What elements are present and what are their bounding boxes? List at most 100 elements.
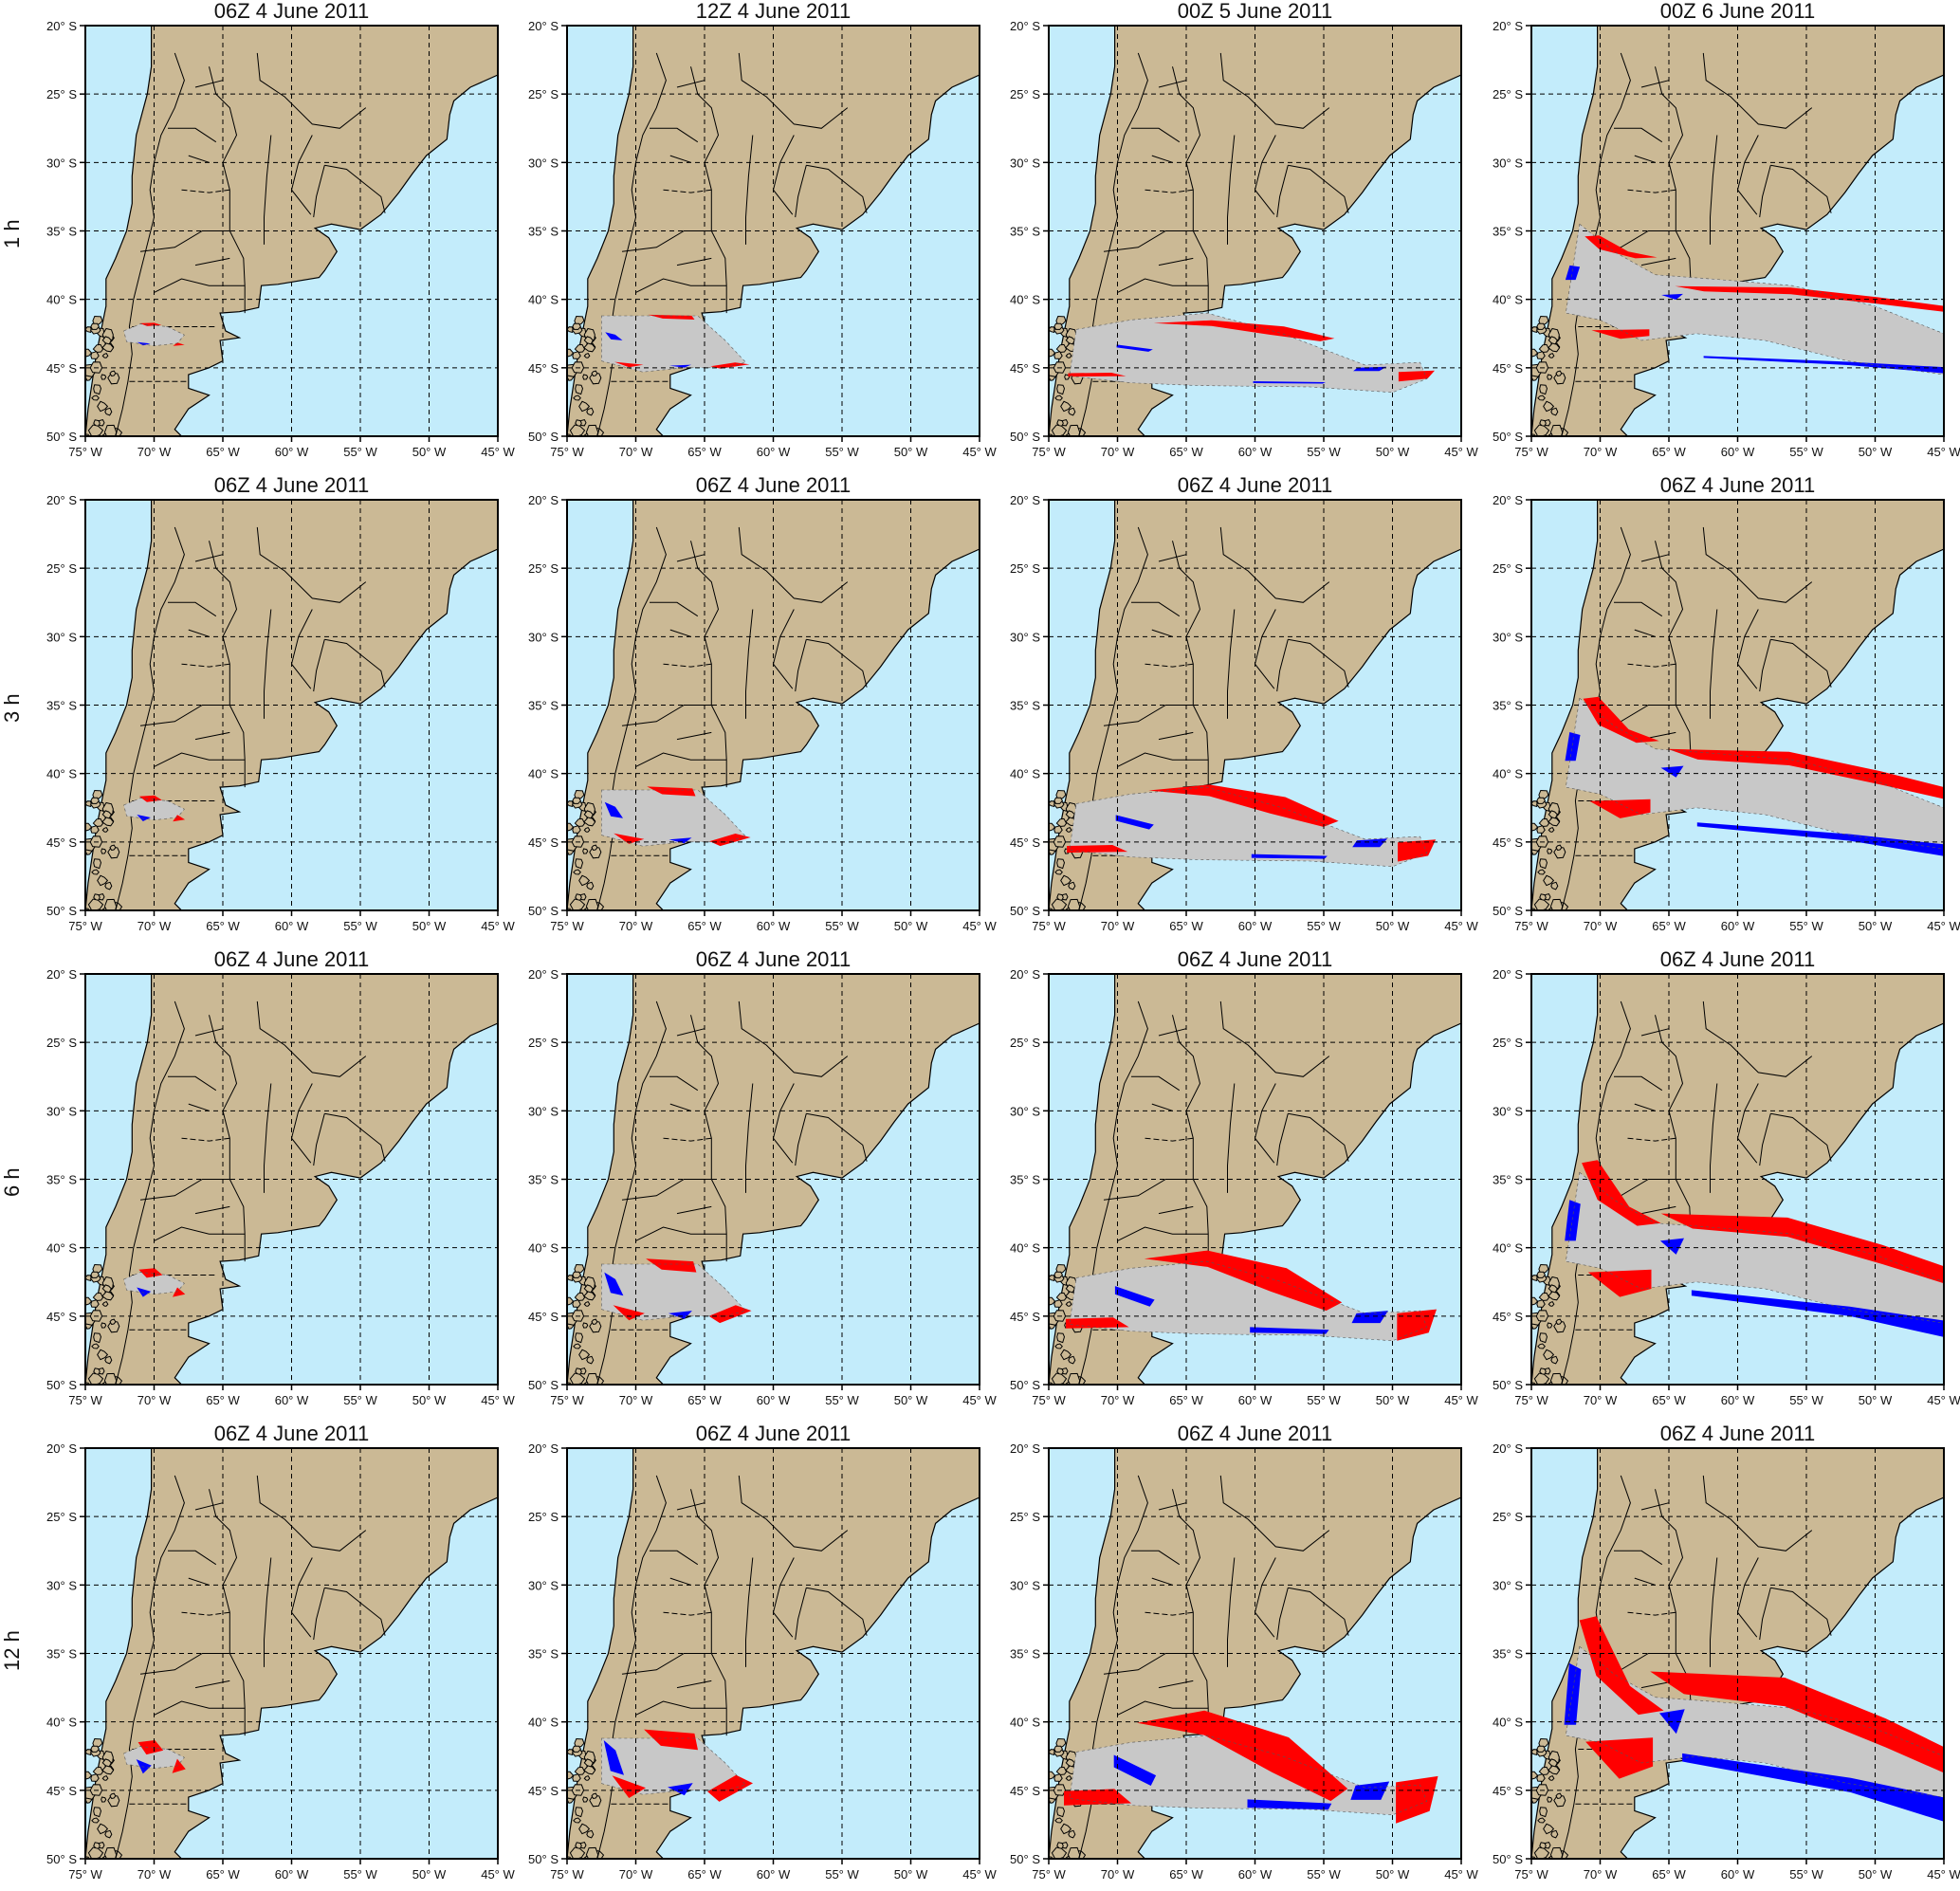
lon-tick-label: 50° W — [412, 1867, 447, 1882]
island — [1536, 825, 1546, 834]
lat-tick-label: 50° S — [528, 1378, 559, 1392]
border-line — [795, 1588, 807, 1641]
island — [586, 1355, 595, 1365]
lon-tick-label: 65° W — [1169, 445, 1203, 459]
island — [1067, 424, 1081, 436]
lon-tick-label: 70° W — [1584, 1393, 1618, 1407]
border-line — [1117, 1226, 1209, 1241]
lon-tick-label: 55° W — [825, 1393, 859, 1407]
row-label: 12 h — [0, 1629, 24, 1671]
island — [1550, 1829, 1559, 1839]
island — [1053, 1299, 1063, 1308]
lon-tick-label: 50° W — [1859, 1393, 1893, 1407]
plume-red-region — [173, 1287, 186, 1297]
border-line — [795, 1113, 807, 1166]
ash-plume — [1069, 313, 1427, 393]
border-line — [324, 1587, 386, 1636]
island — [92, 1766, 104, 1776]
lat-tick-label: 45° S — [46, 835, 77, 850]
plume-blue-region — [1565, 265, 1581, 281]
island — [109, 1318, 117, 1326]
border-line — [690, 66, 727, 314]
border-line — [1172, 1489, 1209, 1736]
island — [103, 1846, 118, 1859]
lon-tick-label: 45° W — [1444, 919, 1478, 933]
border-line — [264, 609, 272, 719]
island — [1053, 797, 1064, 804]
island — [567, 348, 575, 358]
lon-tick-label: 50° W — [1859, 445, 1893, 459]
island — [93, 384, 102, 395]
island — [569, 1372, 586, 1385]
island — [572, 797, 582, 804]
border-line — [1736, 1083, 1759, 1164]
island — [1548, 352, 1555, 358]
island — [583, 1290, 596, 1301]
island — [101, 1796, 107, 1803]
border-line — [1710, 1557, 1718, 1667]
border-line — [738, 1001, 849, 1077]
border-line — [738, 52, 849, 129]
island — [569, 1846, 586, 1859]
lat-tick-label: 20° S — [528, 1441, 559, 1456]
plume-red-region — [138, 1268, 163, 1278]
lat-tick-label: 50° S — [46, 430, 77, 444]
panel-title: 06Z 4 June 2011 — [1177, 473, 1333, 497]
island — [85, 1275, 92, 1281]
lon-tick-label: 50° W — [1376, 1867, 1410, 1882]
plume-red-region — [172, 1758, 186, 1773]
island — [93, 858, 102, 870]
island — [1537, 1817, 1546, 1824]
border-line — [663, 663, 712, 668]
lat-tick-label: 50° S — [1010, 1378, 1040, 1392]
plume-blue-region — [1696, 822, 1944, 856]
island — [101, 1300, 109, 1307]
lon-tick-label: 60° W — [1721, 445, 1755, 459]
island — [1550, 1355, 1559, 1365]
map-panel: 20° S 75° W 25° S 70° W 30° S 65° W 35° S 60° W… — [46, 967, 515, 1407]
border-line — [1151, 1103, 1173, 1111]
island — [1555, 1792, 1563, 1800]
border-line — [1151, 629, 1173, 637]
island — [1536, 322, 1547, 330]
lat-tick-label: 20° S — [1493, 493, 1523, 507]
island — [101, 1322, 107, 1329]
border-line — [1640, 554, 1670, 562]
island — [1549, 1846, 1564, 1859]
island — [97, 874, 109, 887]
lon-tick-label: 60° W — [275, 1393, 309, 1407]
lon-tick-label: 50° W — [894, 919, 928, 933]
plume-red-region — [1582, 1160, 1661, 1226]
lat-tick-label: 25° S — [46, 561, 77, 576]
island — [1053, 1773, 1063, 1782]
plume-red-region — [1068, 373, 1127, 377]
plume-blue-region — [1247, 1799, 1332, 1810]
island — [1051, 1372, 1068, 1385]
border-line — [738, 1475, 849, 1551]
island — [90, 797, 101, 804]
island — [1531, 1275, 1538, 1281]
lat-tick-label: 30° S — [528, 1104, 559, 1118]
plume-blue-region — [137, 1287, 152, 1297]
lon-tick-label: 70° W — [1584, 1867, 1618, 1882]
border-line — [676, 80, 705, 88]
lon-tick-label: 65° W — [206, 445, 240, 459]
lon-tick-label: 45° W — [481, 1867, 515, 1882]
lon-tick-label: 60° W — [1721, 919, 1755, 933]
island — [1539, 1332, 1548, 1344]
plume-blue-region — [604, 801, 623, 818]
border-line — [690, 541, 727, 788]
island — [85, 348, 93, 358]
lon-tick-label: 55° W — [343, 1867, 377, 1882]
island — [1049, 822, 1056, 832]
lat-tick-label: 30° S — [1493, 156, 1523, 170]
lon-tick-label: 65° W — [687, 1867, 722, 1882]
border-line — [181, 189, 230, 193]
border-line — [635, 278, 727, 293]
island — [1531, 1296, 1539, 1306]
panel-title: 06Z 4 June 2011 — [213, 0, 370, 23]
lat-tick-label: 40° S — [528, 293, 559, 307]
island — [1547, 374, 1553, 380]
ash-plume — [601, 1264, 746, 1321]
